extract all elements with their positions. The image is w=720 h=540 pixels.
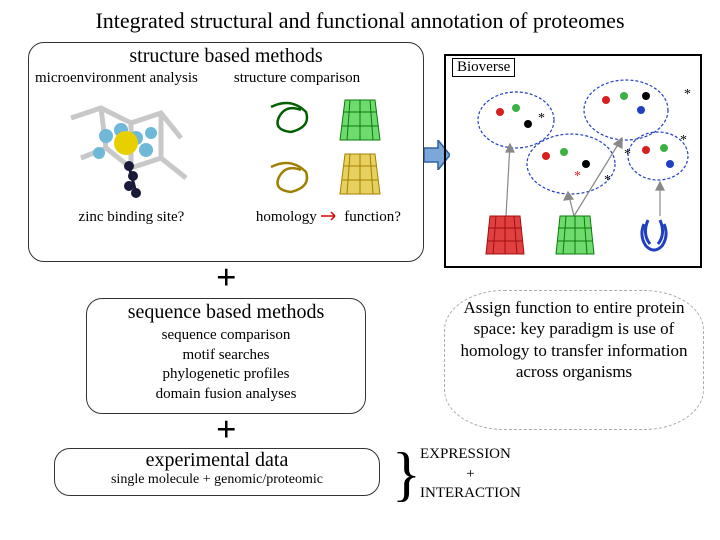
- bioverse-box: * * * * * *: [444, 54, 702, 268]
- bioverse-label: Bioverse: [452, 58, 515, 77]
- experimental-heading: experimental data: [55, 449, 379, 472]
- sequence-heading: sequence based methods: [87, 299, 365, 326]
- experimental-sub: single molecule + genomic/proteomic: [55, 472, 379, 488]
- seq-item: phylogenetic profiles: [87, 365, 365, 385]
- seq-item: motif searches: [87, 346, 365, 366]
- brace-icon: }: [392, 440, 421, 509]
- svg-text:*: *: [538, 111, 545, 126]
- plus-1: +: [216, 256, 237, 298]
- seq-item: domain fusion analyses: [87, 385, 365, 405]
- expression-interaction: EXPRESSION + INTERACTION: [420, 445, 521, 504]
- svg-text:*: *: [624, 147, 631, 162]
- structure-heading: structure based methods: [29, 43, 423, 70]
- svg-text:*: *: [680, 133, 687, 148]
- seq-item: sequence comparison: [87, 326, 365, 346]
- comparison-image: [234, 87, 423, 207]
- microenv-image: [29, 87, 234, 207]
- comparison-label: structure comparison: [234, 70, 423, 87]
- sequence-methods-box: sequence based methods sequence comparis…: [86, 298, 366, 414]
- homology-caption: homology function?: [234, 209, 423, 226]
- svg-text:*: *: [684, 87, 691, 102]
- svg-text:*: *: [574, 169, 581, 184]
- plus-2: +: [216, 408, 237, 450]
- svg-text:*: *: [604, 173, 611, 188]
- experimental-box: experimental data single molecule + geno…: [54, 448, 380, 496]
- zinc-caption: zinc binding site?: [29, 209, 234, 226]
- assign-function-text: Assign function to entire protein space:…: [444, 290, 704, 430]
- microenv-label: microenvironment analysis: [29, 70, 234, 87]
- structure-methods-box: structure based methods microenvironment…: [28, 42, 424, 262]
- page-title: Integrated structural and functional ann…: [0, 0, 720, 38]
